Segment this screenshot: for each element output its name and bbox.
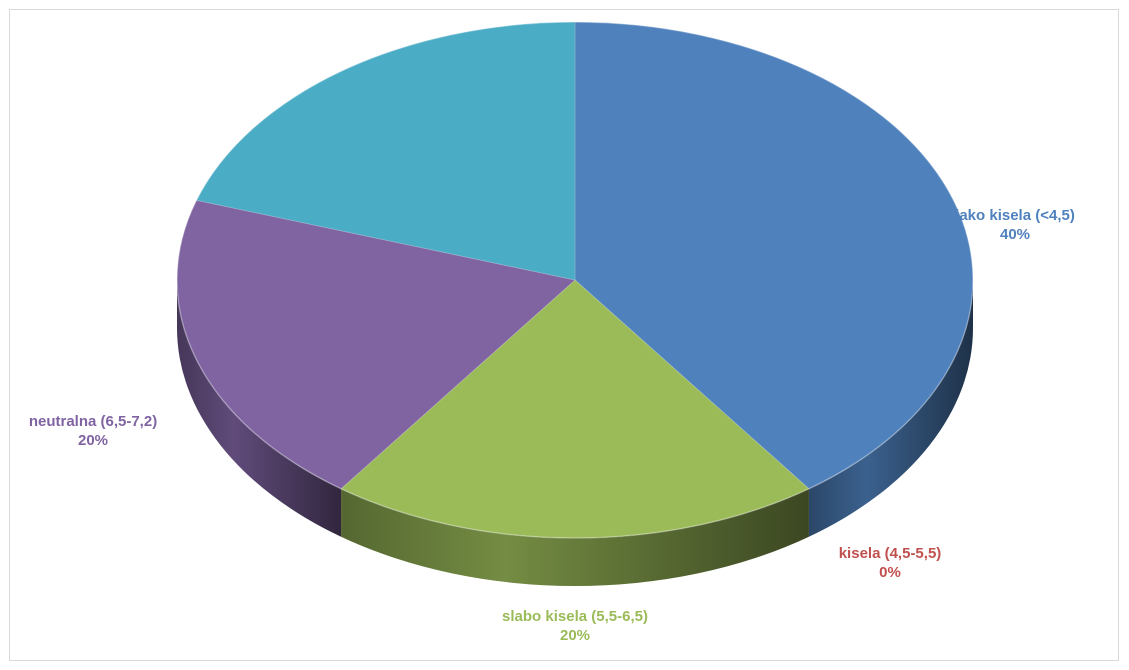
data-label-3: neutralna (6,5-7,2) 20%	[29, 413, 157, 449]
data-label-category-3: neutralna (6,5-7,2)	[29, 413, 157, 430]
data-label-1: kisela (4,5-5,5) 0%	[839, 545, 942, 581]
data-label-2: slabo kisela (5,5-6,5) 20%	[502, 608, 648, 644]
data-label-percent-0: 40%	[1000, 226, 1030, 243]
data-label-percent-2: 20%	[560, 627, 590, 644]
data-label-0: jako kisela (<4,5) 40%	[954, 207, 1075, 243]
data-label-category-0: jako kisela (<4,5)	[954, 207, 1075, 224]
pie-top-faces	[177, 22, 973, 538]
data-label-percent-4: 20%	[290, 138, 320, 155]
data-label-category-1: kisela (4,5-5,5)	[839, 545, 942, 562]
data-label-category-4: alkalna (>7,2)	[258, 119, 353, 136]
data-label-category-2: slabo kisela (5,5-6,5)	[502, 608, 648, 625]
data-label-percent-1: 0%	[879, 564, 901, 581]
data-label-percent-3: 20%	[78, 432, 108, 449]
